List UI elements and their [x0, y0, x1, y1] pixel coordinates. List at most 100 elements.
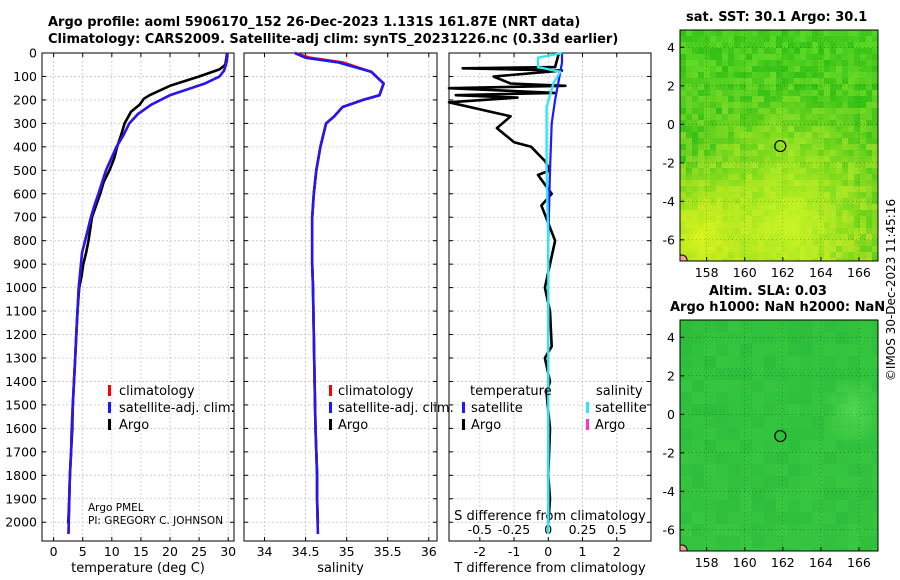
map-pixel: [680, 488, 692, 500]
map-pixel: [692, 464, 704, 476]
map-pixel: [764, 332, 776, 344]
map-pixel: [764, 416, 776, 428]
map-pixel: [824, 464, 836, 476]
map-pixel: [836, 332, 848, 344]
top-tick-label: 0.5: [607, 522, 627, 537]
map-pixel: [872, 512, 878, 524]
map-pixel: [824, 380, 836, 392]
map-pixel: [692, 524, 704, 536]
map-pixel: [860, 500, 872, 512]
map-pixel: [752, 536, 764, 548]
map-pixel: [740, 500, 752, 512]
map-pixel: [848, 392, 860, 404]
map-pixel: [824, 416, 836, 428]
map-pixel: [740, 332, 752, 344]
map-pixel: [800, 440, 812, 452]
map-pixel: [740, 404, 752, 416]
map-pixel: [764, 500, 776, 512]
sst-map: 158 160 162 164 166 4 2 0 -2 -4 -6: [663, 29, 879, 280]
map-pixel: [788, 404, 800, 416]
map-pixel: [860, 368, 872, 380]
y-tick-label: 0: [29, 46, 37, 61]
map-pixel: [788, 392, 800, 404]
map-pixel: [776, 476, 788, 488]
axis-box: [448, 52, 652, 542]
map-pixel: [836, 320, 848, 332]
map-pixel: [836, 416, 848, 428]
map-pixel: [752, 548, 764, 551]
map-pixel: [800, 536, 812, 548]
map-pixel: [848, 404, 860, 416]
map-pixel: [728, 476, 740, 488]
map-pixel: [812, 500, 824, 512]
map-pixel: [836, 428, 848, 440]
map-frame: [679, 29, 879, 262]
y-tick-label: 200: [13, 92, 37, 107]
map-pixel: [704, 320, 716, 332]
map-pixel: [812, 380, 824, 392]
map-pixel: [692, 452, 704, 464]
map-pixel: [800, 512, 812, 524]
map-pixel: [848, 416, 860, 428]
map-pixel: [788, 356, 800, 368]
map-pixel: [812, 536, 824, 548]
map-pixel: [776, 536, 788, 548]
map-pixel: [860, 356, 872, 368]
map-pixel: [716, 476, 728, 488]
map-pixel: [812, 320, 824, 332]
map-pixel: [764, 548, 776, 551]
map-image: [680, 320, 878, 551]
map-pixel: [872, 356, 878, 368]
map-y-tick-label: 0: [667, 407, 675, 422]
profile-panel-3: -2 -1 0 1 2 T difference from climatology S di…: [447, 51, 652, 576]
map-pixel: [704, 392, 716, 404]
map-y-tick-label: 4: [667, 330, 675, 345]
map-pixel: [704, 452, 716, 464]
x-tick-label: 0: [544, 544, 552, 559]
map-y-tick-label: -6: [663, 232, 676, 247]
map-y-tick-label: -4: [663, 484, 676, 499]
credit-line-2: PI: GREGORY C. JOHNSON: [88, 515, 224, 527]
map-pixel: [848, 476, 860, 488]
map-y-tick-label: 0: [667, 117, 675, 132]
map-pixel: [848, 344, 860, 356]
map-pixel: [752, 356, 764, 368]
map-sla-title-2: Argo h1000: NaN h2000: NaN: [670, 300, 886, 315]
land-patch: [680, 544, 688, 551]
map-pixel: [860, 392, 872, 404]
map-pixel: [728, 512, 740, 524]
map-sla-title-1: Altim. SLA: 0.03: [709, 284, 827, 299]
map-pixel: [872, 332, 878, 344]
map-pixel: [836, 440, 848, 452]
map-pixel: [752, 332, 764, 344]
legend-climatology: climatology: [329, 383, 454, 400]
map-pixel: [848, 512, 860, 524]
map-pixel: [872, 488, 878, 500]
map-pixel: [692, 500, 704, 512]
map-pixel: [752, 320, 764, 332]
map-pixel: [740, 320, 752, 332]
map-pixel: [776, 356, 788, 368]
top-tick-label: -0.25: [498, 522, 530, 537]
legend-satellite: satellite-adj. clim.: [329, 400, 454, 417]
map-pixel: [728, 356, 740, 368]
map-pixel: [764, 344, 776, 356]
map-pixel: [728, 380, 740, 392]
map-pixel: [692, 476, 704, 488]
map-pixel: [812, 428, 824, 440]
map-pixel: [788, 500, 800, 512]
map-pixel: [812, 368, 824, 380]
map-pixel: [872, 548, 878, 551]
y-tick-label: 400: [13, 139, 37, 154]
map-pixel: [848, 320, 860, 332]
map-pixel: [776, 488, 788, 500]
map-pixel: [812, 416, 824, 428]
map-pixel: [836, 536, 848, 548]
map-pixel: [740, 488, 752, 500]
map-pixel: [800, 452, 812, 464]
map-pixel: [836, 356, 848, 368]
map-pixel: [704, 356, 716, 368]
map-pixel: [704, 524, 716, 536]
map-pixel: [740, 548, 752, 551]
map-pixel: [824, 320, 836, 332]
